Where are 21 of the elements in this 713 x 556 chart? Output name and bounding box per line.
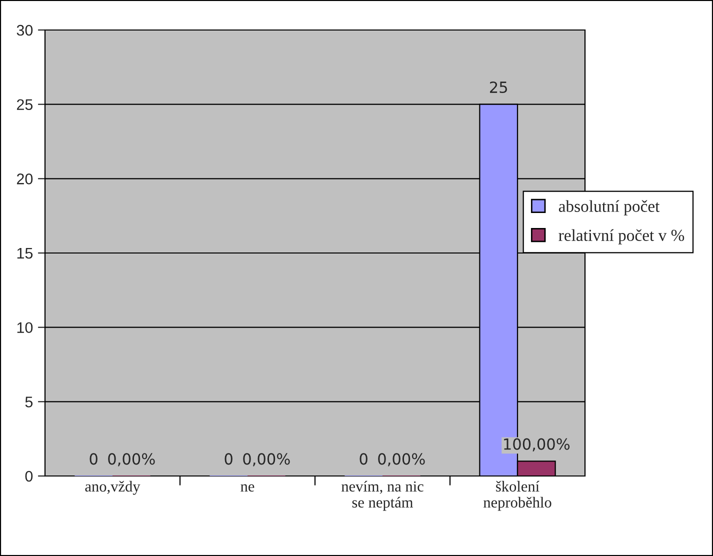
x-tick-label: ne	[240, 484, 254, 492]
data-label: 0,00%	[243, 453, 290, 466]
data-label: 100,00%	[504, 438, 570, 452]
y-tick-label: 20	[16, 174, 33, 184]
data-label: 0	[224, 453, 232, 465]
data-label: 25	[490, 81, 507, 94]
y-tick-label: 30	[16, 24, 33, 36]
y-tick-label: 5	[25, 396, 33, 408]
y-tick-label: 25	[16, 99, 33, 110]
data-label: 0	[90, 453, 98, 465]
y-tick-label: 15	[17, 248, 33, 259]
legend-label: relativní počet v %	[558, 229, 684, 244]
y-tick-label: 10	[17, 322, 33, 334]
legend-label: absolutní počet	[558, 200, 660, 216]
data-label: 0,00%	[108, 453, 155, 466]
y-tick-label: 0	[25, 470, 33, 482]
x-tick-label: nevím, na nic se neptám	[341, 480, 424, 511]
data-label: 0	[360, 453, 368, 465]
x-tick-label: ano,vždy	[85, 480, 140, 495]
data-label: 0,00%	[378, 453, 425, 466]
x-tick-label: školení neproběhlo	[483, 480, 552, 511]
